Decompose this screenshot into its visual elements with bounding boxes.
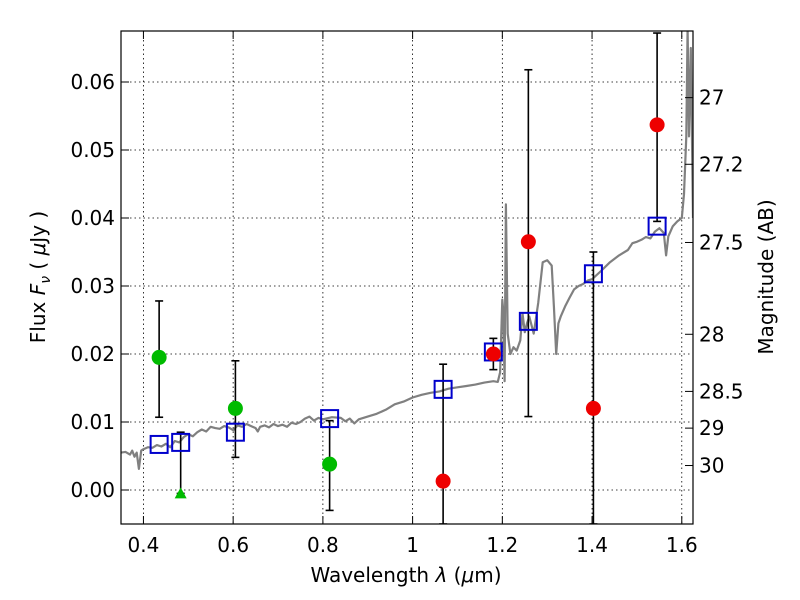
model-flux-square bbox=[225, 422, 245, 442]
x-tick-label: 0.8 bbox=[307, 533, 339, 557]
mag-tick-label: 27.5 bbox=[699, 230, 744, 254]
y-tick-label: 0.04 bbox=[70, 206, 115, 230]
sed-model-line bbox=[121, 31, 693, 470]
mag-tick-label: 29 bbox=[699, 416, 724, 440]
x-tick-label: 0.4 bbox=[128, 533, 160, 557]
y-axis-right-label: Magnitude (AB) bbox=[754, 199, 778, 354]
model-flux-square bbox=[518, 311, 538, 331]
model-flux-square bbox=[433, 379, 453, 399]
red-flux-point bbox=[435, 473, 451, 489]
y-tick-label: 0.01 bbox=[70, 410, 115, 434]
x-tick-label: 0.6 bbox=[217, 533, 249, 557]
axis-ticks: 0.4 0.6 0.8 1 1.2 1.4 1.6 0.00 0.01 0.02 0.03 0.04 0… bbox=[70, 31, 744, 557]
mag-tick-label: 27.2 bbox=[699, 152, 744, 176]
x-tick-label: 1.2 bbox=[486, 533, 518, 557]
x-tick-label: 1.4 bbox=[576, 533, 608, 557]
mag-tick-label: 28 bbox=[699, 322, 724, 346]
green-flux-point bbox=[151, 349, 167, 365]
y-axis-label: Flux Fν ( μJy ) bbox=[26, 211, 54, 343]
mag-tick-label: 27 bbox=[699, 86, 724, 110]
plot-area bbox=[121, 31, 693, 524]
green-flux-point bbox=[227, 400, 243, 416]
red-flux-point bbox=[649, 117, 665, 133]
mag-tick-label: 28.5 bbox=[699, 379, 744, 403]
y-tick-label: 0.03 bbox=[70, 274, 115, 298]
y-tick-label: 0.00 bbox=[70, 478, 115, 502]
model-flux-square bbox=[149, 434, 169, 454]
model-flux-square bbox=[171, 432, 191, 452]
green-flux-point bbox=[322, 456, 338, 472]
y-tick-label: 0.02 bbox=[70, 342, 115, 366]
y-tick-label: 0.06 bbox=[70, 70, 115, 94]
green-upper-limit-triangle bbox=[174, 487, 187, 499]
red-flux-point bbox=[520, 234, 536, 250]
x-tick-label: 1 bbox=[406, 533, 419, 557]
red-flux-point bbox=[485, 346, 501, 362]
y-tick-label: 0.05 bbox=[70, 138, 115, 162]
x-axis-label: Wavelength λ (μm) bbox=[310, 563, 501, 587]
red-flux-point bbox=[585, 400, 601, 416]
model-flux-square bbox=[320, 409, 340, 429]
plot-frame bbox=[120, 30, 694, 525]
mag-tick-label: 30 bbox=[699, 454, 724, 478]
model-flux-square bbox=[647, 216, 667, 236]
grid bbox=[121, 31, 693, 524]
x-tick-label: 1.6 bbox=[666, 533, 698, 557]
model-flux-square bbox=[583, 264, 603, 284]
